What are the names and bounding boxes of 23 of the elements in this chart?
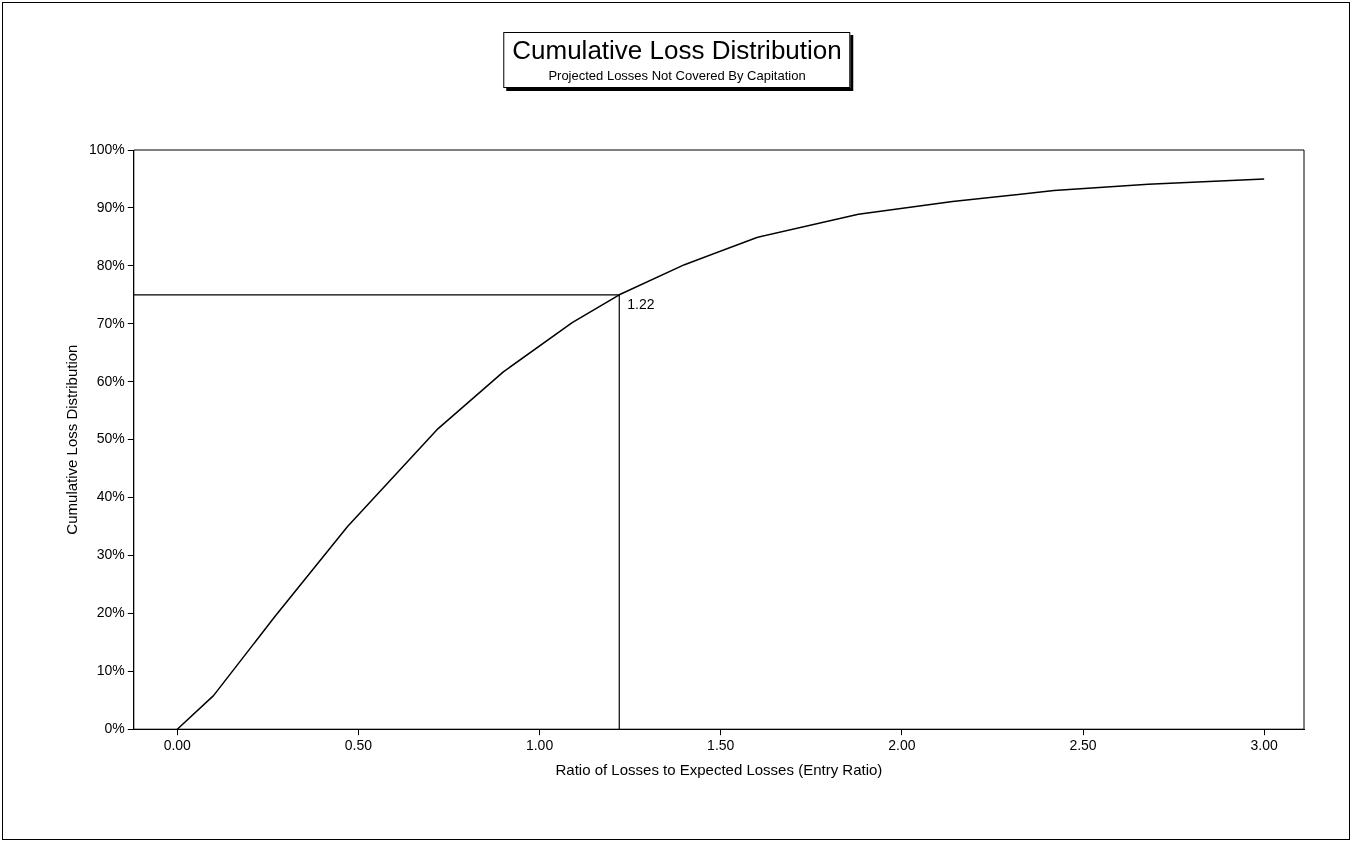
x-tick-label: 1.00 <box>525 737 554 754</box>
x-tick-label: 0.50 <box>344 737 373 754</box>
x-axis-title: Ratio of Losses to Expected Losses (Entry Ratio) <box>555 761 883 779</box>
y-tick-label: 80% <box>96 256 125 273</box>
y-tick-label: 0% <box>104 720 125 737</box>
y-tick-label: 70% <box>96 314 125 331</box>
y-tick-label: 30% <box>96 546 125 563</box>
y-tick-label: 50% <box>96 430 125 447</box>
x-tick-label: 1.50 <box>707 737 735 754</box>
y-tick-label: 100% <box>88 140 125 157</box>
chart-title: Cumulative Loss Distribution <box>512 35 842 66</box>
chart-subtitle: Projected Losses Not Covered By Capitation <box>547 68 807 83</box>
y-axis-title: Cumulative Loss Distribution <box>63 344 81 535</box>
y-tick-label: 40% <box>96 488 125 505</box>
x-tick-label: 0.00 <box>163 737 192 754</box>
x-tick-label: 2.00 <box>888 737 916 754</box>
y-tick-label: 10% <box>96 662 125 679</box>
x-tick-label: 3.00 <box>1250 737 1278 754</box>
annotation: 1.22 <box>627 295 655 312</box>
y-tick-label: 60% <box>96 372 125 389</box>
y-tick-label: 20% <box>96 604 125 621</box>
y-tick-label: 90% <box>96 198 125 215</box>
x-tick-label: 2.50 <box>1069 737 1097 754</box>
